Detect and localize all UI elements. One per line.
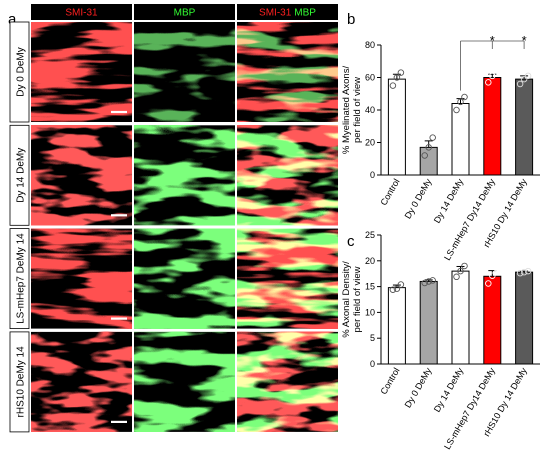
data-point — [520, 268, 528, 276]
micrograph-grid: Dy 0 DeMy Dy 14 DeMy LS-mHep7 DeMy 14 rHS10… — [9, 21, 338, 433]
myelin-stain-merge — [237, 22, 338, 122]
data-point — [421, 152, 428, 159]
header-smi-bg — [31, 4, 132, 20]
data-point — [457, 98, 464, 106]
myelin-stain-mbp — [134, 228, 235, 329]
row-label: rHS10 DeMy 14 — [16, 346, 27, 418]
bar — [387, 78, 406, 176]
data-point — [393, 285, 401, 292]
axon-stain-smi — [31, 22, 132, 122]
header-mbp: MBP — [174, 8, 196, 19]
x-tick-label: Dy 0 DeMy — [403, 366, 434, 410]
data-point — [461, 93, 468, 101]
data-point — [485, 280, 492, 287]
y-tick-label: 25 — [365, 230, 375, 240]
myelin-stain-merge — [237, 331, 338, 432]
y-axis-label: per field of view — [352, 77, 363, 143]
panel-c-letter: c — [347, 233, 355, 250]
data-point — [493, 264, 500, 272]
myelin-stain-merge — [237, 228, 338, 329]
y-tick-label: 40 — [365, 105, 375, 115]
row-label: LS-mHep7 DeMy 14 — [16, 233, 27, 324]
data-point — [461, 262, 468, 270]
row-label-box — [9, 331, 30, 433]
data-point — [493, 69, 500, 76]
data-point — [389, 286, 397, 293]
data-point — [389, 82, 397, 89]
header-mbp-bg — [134, 4, 235, 20]
data-point — [393, 74, 401, 81]
bar — [451, 103, 470, 176]
y-axis-label: per field of view — [352, 266, 363, 332]
myelin-stain-mbp — [134, 331, 235, 432]
panel-a-letter: a — [8, 11, 17, 28]
y-axis-label: % Axonal Density/ — [341, 261, 352, 338]
bar — [515, 78, 534, 176]
row-label: Dy 14 DeMy — [16, 148, 27, 203]
data-point — [429, 277, 436, 284]
y-tick-label: 20 — [365, 138, 375, 148]
data-point — [524, 267, 532, 275]
data-point — [397, 281, 405, 288]
data-point — [453, 273, 460, 281]
x-tick-label: Control — [378, 366, 401, 396]
row-label: Dy 0 DeMy — [16, 47, 27, 96]
data-point — [516, 80, 524, 88]
bar — [419, 280, 438, 365]
bar — [419, 146, 438, 176]
y-tick-label: 60 — [365, 73, 375, 83]
sig-star: * — [490, 33, 495, 48]
y-tick-label: 10 — [365, 307, 375, 317]
x-tick-label: Dy 14 DeMy — [432, 366, 466, 414]
chart-c: 0 5 10 15 20 25 % Axonal Density/per field of … — [341, 230, 540, 451]
y-tick-label: 0 — [370, 170, 375, 180]
x-tick-label: Control — [378, 177, 401, 207]
data-point — [485, 79, 492, 86]
header-merge-bg — [237, 4, 338, 20]
data-point — [453, 106, 460, 114]
data-point — [425, 278, 432, 285]
sig-star: * — [522, 33, 527, 48]
header-merge-smi: SMI-31 — [259, 8, 292, 19]
bar — [451, 270, 470, 365]
axon-stain-smi — [31, 228, 132, 329]
row-label-box — [9, 228, 30, 330]
panel-b-letter: b — [347, 11, 355, 28]
row-label-box — [9, 21, 30, 123]
bar — [483, 275, 502, 365]
axon-stain-smi — [31, 125, 132, 226]
y-tick-label: 0 — [370, 359, 375, 369]
data-point — [516, 269, 524, 277]
chart-b: 0 20 40 60 80 % Myelinated Axons/per field of… — [341, 33, 540, 262]
y-tick-label: 20 — [365, 256, 375, 266]
row-label-box — [9, 124, 30, 226]
myelin-stain-mbp — [134, 22, 235, 122]
y-tick-label: 15 — [365, 282, 375, 292]
data-point — [429, 134, 436, 141]
myelin-stain-mbp — [134, 125, 235, 226]
data-point — [520, 75, 528, 83]
y-tick-label: 5 — [370, 333, 375, 343]
header-merge: SMI-31 MBP — [259, 8, 316, 19]
x-tick-label: Dy 14 DeMy — [432, 177, 466, 225]
header-smi: SMI-31 — [65, 8, 98, 19]
data-point — [425, 144, 432, 151]
data-point — [489, 272, 496, 280]
bar — [515, 271, 534, 365]
myelin-stain-merge — [237, 125, 338, 226]
y-axis-label: % Myelinated Axons/ — [341, 66, 352, 155]
data-point — [421, 279, 428, 287]
x-tick-label: Dy 0 DeMy — [403, 177, 434, 221]
data-point — [397, 69, 405, 76]
axon-stain-smi — [31, 331, 132, 432]
data-point — [524, 72, 532, 80]
y-tick-label: 80 — [365, 40, 375, 50]
data-point — [489, 72, 496, 80]
data-point — [457, 267, 464, 275]
bar — [483, 77, 502, 176]
header-merge-mbp: MBP — [294, 8, 316, 19]
bar — [387, 287, 406, 365]
